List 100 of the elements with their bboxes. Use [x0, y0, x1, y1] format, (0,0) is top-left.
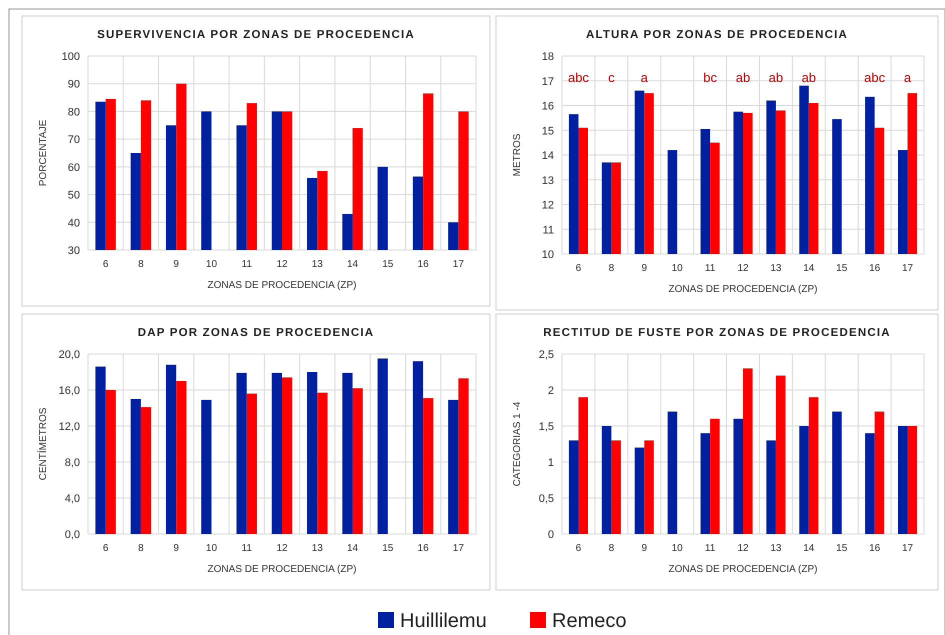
y-tick-label: 16,0: [58, 385, 80, 397]
x-tick-label: 15: [836, 263, 848, 274]
y-tick-label: 10: [542, 249, 554, 261]
y-tick-label: 14: [542, 150, 554, 162]
x-tick-label: 9: [173, 543, 180, 554]
x-tick-label: 10: [206, 543, 218, 554]
y-tick-label: 2: [548, 385, 554, 397]
annotation: bc: [703, 70, 718, 85]
annotation: c: [608, 70, 616, 85]
legend-label: Remeco: [552, 610, 626, 632]
x-axis-title: ZONAS DE PROCEDENCIA (ZP): [208, 280, 356, 291]
chart-title: DAP POR ZONAS DE PROCEDENCIA: [138, 327, 374, 339]
bar: [106, 390, 116, 534]
x-tick-label: 9: [641, 263, 648, 274]
bar: [412, 361, 424, 534]
y-tick-label: 30: [68, 245, 80, 257]
annotation: abc: [568, 70, 590, 85]
legend-label: Huillilemu: [400, 610, 487, 632]
y-tick-label: 90: [68, 78, 80, 91]
y-axis-title: METROS: [512, 133, 523, 176]
chart-title: SUPERVIVENCIA POR ZONAS DE PROCEDENCIA: [97, 29, 415, 41]
x-tick-label: 14: [346, 259, 359, 270]
x-tick-label: 14: [346, 543, 359, 554]
x-tick-label: 16: [418, 543, 430, 554]
x-tick-label: 6: [102, 259, 109, 270]
x-tick-label: 9: [173, 259, 180, 270]
bar: [201, 400, 212, 534]
bar: [423, 398, 434, 534]
x-tick-label: 16: [869, 263, 881, 274]
bar: [272, 372, 282, 534]
annotation: ab: [802, 70, 816, 85]
y-tick-label: 70: [68, 134, 80, 146]
bar: [448, 400, 458, 534]
annotation: ab: [768, 70, 784, 85]
x-tick-label: 13: [770, 263, 782, 274]
x-tick-label: 12: [276, 543, 288, 554]
x-tick-label: 15: [382, 259, 394, 270]
y-tick-label: 0,0: [64, 529, 80, 541]
x-tick-label: 8: [138, 543, 144, 554]
y-tick-label: 12: [542, 200, 554, 212]
y-tick-label: 18: [542, 51, 554, 63]
bar: [378, 358, 388, 534]
chart-title: ALTURA POR ZONAS DE PROCEDENCIA: [586, 29, 848, 41]
bar: [908, 426, 918, 534]
bar: [352, 388, 363, 534]
x-tick-label: 10: [206, 259, 218, 270]
x-tick-label: 6: [576, 263, 582, 274]
bar: [644, 440, 654, 534]
x-tick-label: 11: [242, 543, 252, 554]
y-tick-label: 20,0: [58, 349, 80, 361]
x-axis-title: ZONAS DE PROCEDENCIA (ZP): [208, 564, 356, 575]
bar: [342, 372, 353, 534]
bar: [799, 426, 809, 534]
bar: [634, 448, 644, 534]
bar: [700, 433, 710, 534]
x-axis-title: ZONAS DE PROCEDENCIA (ZP): [668, 284, 818, 295]
bar: [808, 397, 818, 534]
y-tick-label: 1: [548, 457, 554, 469]
y-tick-label: 1,5: [538, 421, 554, 433]
bar: [766, 440, 776, 534]
bar: [743, 368, 753, 534]
bar: [458, 378, 469, 534]
x-tick-label: 15: [382, 543, 394, 554]
bar: [95, 366, 106, 534]
bar: [307, 372, 318, 534]
y-tick-label: 17: [542, 76, 554, 88]
x-tick-label: 17: [452, 543, 464, 554]
y-axis-title: PORCENTAJE: [38, 119, 49, 186]
x-tick-label: 13: [312, 543, 324, 554]
bar: [140, 407, 152, 534]
x-tick-label: 13: [770, 543, 782, 554]
x-tick-label: 15: [836, 543, 848, 554]
x-axis-title: ZONAS DE PROCEDENCIA (ZP): [668, 564, 818, 575]
x-tick-label: 16: [418, 259, 430, 270]
bar: [611, 440, 621, 534]
y-tick-label: 80: [68, 106, 80, 118]
x-tick-label: 12: [737, 263, 749, 274]
x-tick-label: 10: [672, 263, 684, 274]
y-tick-label: 11: [542, 224, 554, 236]
y-tick-label: 16: [542, 100, 554, 112]
bar: [874, 412, 884, 534]
bar: [236, 372, 247, 534]
y-axis-title: CENTÍMETROS: [37, 407, 49, 480]
y-tick-label: 0,5: [538, 493, 554, 505]
y-tick-label: 12,0: [58, 421, 80, 433]
x-tick-label: 12: [737, 543, 749, 554]
x-tick-label: 17: [902, 263, 914, 274]
bar: [176, 381, 186, 534]
bar: [733, 418, 743, 534]
annotation: abc: [864, 70, 886, 85]
x-tick-label: 11: [704, 263, 716, 274]
bar: [865, 433, 875, 534]
x-tick-label: 13: [312, 259, 324, 270]
y-tick-label: 4,0: [64, 493, 80, 505]
x-tick-label: 14: [803, 543, 815, 554]
y-tick-label: 8,0: [64, 457, 80, 469]
x-tick-label: 6: [102, 543, 109, 554]
y-axis-title: CATEGORIAS 1 -4: [512, 401, 523, 486]
bar: [317, 392, 328, 534]
y-tick-label: 2,5: [538, 349, 554, 361]
